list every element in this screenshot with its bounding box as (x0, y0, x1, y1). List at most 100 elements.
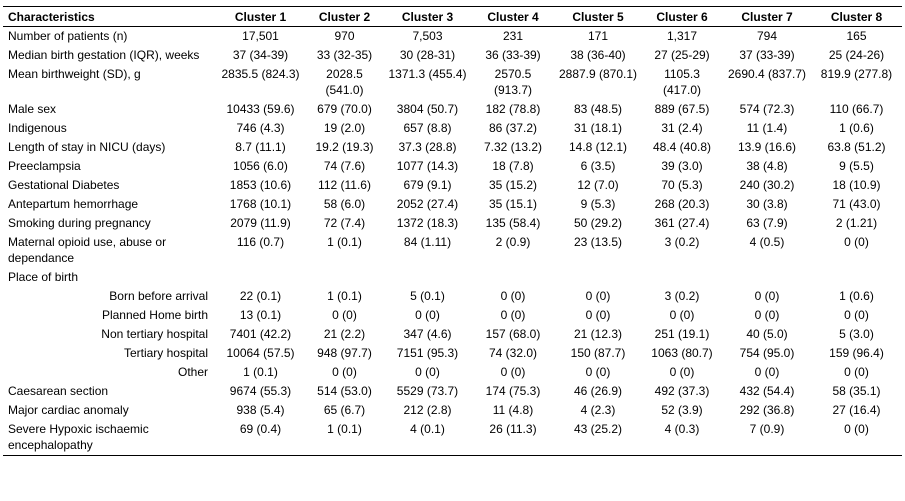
cell-cluster-4: 2 (0.9) (495, 235, 531, 249)
cluster-characteristics-table: Characteristics Cluster 1 Cluster 2 Clus… (3, 6, 902, 456)
header-cluster-2: Cluster 2 (305, 6, 384, 27)
cell-cluster-7: 0 (0) (754, 289, 780, 303)
cell-cluster-8: 1 (0.6) (839, 289, 874, 303)
header-cluster-1: Cluster 1 (216, 6, 305, 27)
cell-cluster-1: 2079 (11.9) (230, 216, 291, 230)
cell-cluster-8: 18 (10.9) (832, 178, 881, 192)
cell-cluster-3: 347 (4.6) (403, 327, 452, 341)
cell-cluster-5: 83 (48.5) (573, 102, 623, 116)
table-row: Other 1 (0.1) 0 (0) 0 (0) 0 (0) 0 (0) 0 (0) 0 (… (3, 363, 902, 382)
cell-cluster-1 (216, 268, 305, 287)
cell-cluster-1: 8.7 (11.1) (235, 140, 286, 154)
cell-cluster-8: 110 (66.7) (829, 102, 884, 116)
cell-cluster-3: 7,503 (412, 29, 443, 43)
cell-cluster-4: 26 (11.3) (471, 420, 555, 456)
cell-cluster-8: 5 (3.0) (839, 327, 874, 341)
table-row: Length of stay in NICU (days) 8.7 (11.1) 1… (3, 138, 902, 157)
cell-cluster-4: 35 (15.1) (488, 197, 538, 211)
cell-cluster-3: 84 (1.11) (403, 235, 452, 249)
cell-cluster-5: 4 (2.3) (580, 403, 616, 417)
table-row: Tertiary hospital 10064 (57.5) 948 (97.7) 7… (3, 344, 902, 363)
cell-cluster-6: 48.4 (40.8) (652, 140, 712, 154)
row-label: Born before arrival (109, 289, 208, 303)
cell-cluster-8: 27 (16.4) (832, 403, 881, 417)
cell-cluster-7 (723, 268, 811, 287)
cell-cluster-5: 38 (36-40) (570, 48, 626, 62)
cell-cluster-6: 3 (0.2) (664, 289, 700, 303)
cell-cluster-4: 11 (4.8) (492, 403, 534, 417)
cell-cluster-8: 71 (43.0) (832, 197, 881, 211)
cell-cluster-8: 2 (1.21) (835, 216, 878, 230)
cell-cluster-8: 165 (846, 29, 867, 43)
cell-cluster-7: 0 (0) (754, 308, 780, 322)
cell-cluster-4: 0 (0) (500, 289, 526, 303)
cell-cluster-6: 27 (25-29) (654, 48, 710, 62)
cell-cluster-1: 746 (4.3) (236, 121, 285, 135)
row-label: Other (177, 365, 208, 379)
table-row: Caesarean section 9674 (55.3) 514 (53.0) 55… (3, 382, 902, 401)
cell-cluster-3: 0 (0) (415, 365, 440, 379)
cell-cluster-3: 7151 (95.3) (396, 346, 459, 360)
table-row: Smoking during pregnancy 2079 (11.9) 72 (7… (3, 214, 902, 233)
cell-cluster-4: 36 (33-39) (485, 48, 541, 62)
row-label: Caesarean section (8, 384, 109, 398)
cell-cluster-7: 37 (33-39) (739, 48, 795, 62)
row-label: Place of birth (8, 270, 79, 284)
cell-cluster-3: 5 (0.1) (410, 289, 445, 303)
header-row: Characteristics Cluster 1 Cluster 2 Clus… (3, 6, 902, 27)
cell-cluster-2: 948 (97.7) (317, 346, 372, 360)
table-row: Number of patients (n) 17,501 970 7,503 231 1… (3, 27, 902, 47)
cell-cluster-5: 6 (3.5) (580, 159, 616, 173)
table-row: Born before arrival 22 (0.1) 1 (0.1) 5 (0.1… (3, 287, 902, 306)
table-row: Planned Home birth 13 (0.1) 0 (0) 0 (0) 0 (0… (3, 306, 902, 325)
cell-cluster-6: 3 (0.2) (664, 235, 700, 249)
cell-cluster-7: 240 (30.2) (739, 178, 795, 192)
cell-cluster-8 (811, 268, 902, 287)
cell-cluster-3 (384, 268, 471, 287)
cell-cluster-7: 38 (4.8) (746, 159, 788, 173)
cell-cluster-1: 1056 (6.0) (233, 159, 288, 173)
cell-cluster-2: 58 (6.0) (323, 197, 366, 211)
cell-cluster-4: 18 (7.8) (492, 159, 534, 173)
cell-cluster-7: 0 (0) (754, 365, 780, 379)
row-label: Major cardiac anomaly (8, 403, 129, 417)
cell-cluster-4: 135 (58.4) (485, 216, 541, 230)
table-row: Place of birth (3, 268, 902, 287)
cell-cluster-5: 31 (18.1) (573, 121, 623, 135)
cell-cluster-2: 19 (2.0) (323, 121, 366, 135)
cell-cluster-4: 174 (75.3) (485, 384, 541, 398)
row-label: Male sex (8, 102, 57, 116)
cell-cluster-4: 86 (37.2) (488, 121, 538, 135)
cell-cluster-6: 39 (3.0) (661, 159, 703, 173)
cell-cluster-6: 70 (5.3) (661, 178, 703, 192)
cell-cluster-8: 0 (0) (844, 235, 869, 249)
cell-cluster-1: 116 (0.7) (236, 235, 285, 249)
cell-cluster-7: 40 (5.0) (746, 327, 788, 341)
cell-cluster-3: 3804 (50.7) (396, 102, 459, 116)
cell-cluster-6: 361 (27.4) (654, 216, 710, 230)
cell-cluster-3: 679 (9.1) (403, 178, 452, 192)
header-cluster-6: Cluster 6 (641, 6, 723, 27)
cell-cluster-8: 63.8 (51.2) (827, 140, 886, 154)
cell-cluster-2: 2028.5 (541.0) (325, 67, 364, 97)
cell-cluster-4: 2570.5 (913.7) (493, 67, 533, 97)
table-row: Gestational Diabetes 1853 (10.6) 112 (11.6… (3, 176, 902, 195)
cell-cluster-7: 2690.4 (837.7) (727, 67, 807, 81)
row-label: Number of patients (n) (8, 29, 128, 43)
table-row: Indigenous 746 (4.3) 19 (2.0) 657 (8.8) 86 (… (3, 119, 902, 138)
cell-cluster-5: 46 (26.9) (573, 384, 623, 398)
table-row: Preeclampsia 1056 (6.0) 74 (7.6) 1077 (14.3… (3, 157, 902, 176)
cell-cluster-3: 212 (2.8) (403, 403, 452, 417)
cell-cluster-7: 4 (0.5) (749, 235, 785, 249)
cell-cluster-5: 9 (5.3) (580, 197, 616, 211)
cell-cluster-6: 1105.3 (417.0) (662, 67, 702, 97)
cell-cluster-5: 0 (0) (585, 308, 611, 322)
cell-cluster-6: 889 (67.5) (654, 102, 710, 116)
cell-cluster-2: 0 (0) (332, 308, 357, 322)
cell-cluster-3: 4 (0.1) (384, 420, 471, 456)
cell-cluster-4: 182 (78.8) (485, 102, 541, 116)
header-characteristics: Characteristics (3, 6, 216, 27)
cell-cluster-3: 1371.3 (455.4) (388, 67, 467, 81)
cell-cluster-1: 22 (0.1) (239, 289, 282, 303)
cell-cluster-6: 251 (19.1) (654, 327, 710, 341)
